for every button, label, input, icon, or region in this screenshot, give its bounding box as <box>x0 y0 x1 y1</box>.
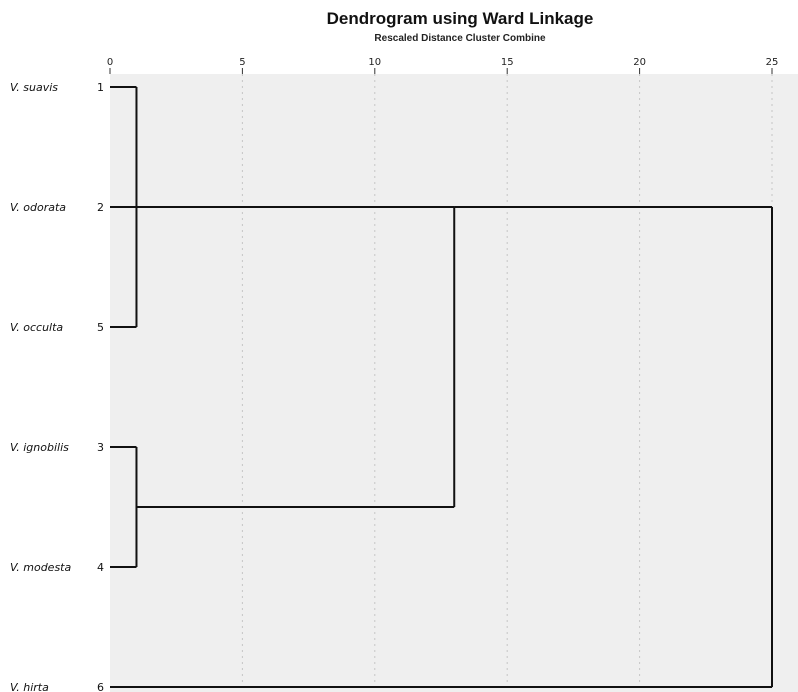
leaf-labels: V. suavis 1 V. odorata 2 V. occulta 5 V. ignob… <box>10 81 104 692</box>
x-tick-label: 15 <box>501 57 514 68</box>
leaf-name: V. modesta <box>10 561 71 574</box>
x-tick-label: 0 <box>107 57 113 68</box>
leaf-case-number: 4 <box>97 561 104 574</box>
x-tick-label: 5 <box>239 57 245 68</box>
leaf-case-number: 2 <box>97 201 104 214</box>
x-axis: 0 5 10 15 20 25 <box>107 57 779 74</box>
x-tick-label: 25 <box>766 57 779 68</box>
leaf-name: V. ignobilis <box>10 441 69 454</box>
chart-title: Dendrogram using Ward Linkage <box>326 9 594 28</box>
dendrogram-links <box>110 86 773 688</box>
grid-lines <box>241 74 773 692</box>
leaf-case-number: 6 <box>97 681 104 692</box>
leaf-name: V. hirta <box>10 681 49 692</box>
leaf-name: V. odorata <box>10 201 66 214</box>
x-tick-label: 20 <box>633 57 646 68</box>
leaf-name: V. occulta <box>10 321 63 334</box>
leaf-case-number: 5 <box>97 321 104 334</box>
chart-subtitle: Rescaled Distance Cluster Combine <box>374 33 546 44</box>
leaf-case-number: 1 <box>97 81 104 94</box>
leaf-name: V. suavis <box>10 81 58 94</box>
x-tick-label: 10 <box>368 57 381 68</box>
leaf-case-number: 3 <box>97 441 104 454</box>
